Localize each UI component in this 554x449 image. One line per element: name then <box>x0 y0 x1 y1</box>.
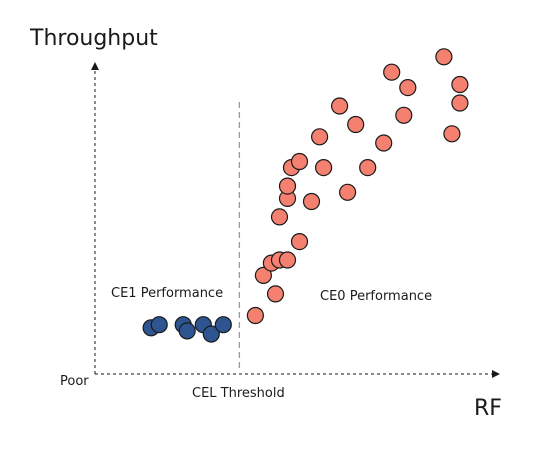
series-1-point-1 <box>254 266 272 284</box>
ce0-performance-annotation: CE0 Performance <box>320 289 433 304</box>
series-1-point-10 <box>290 233 309 251</box>
series-1-point-0 <box>246 306 264 325</box>
series-1-point-21 <box>395 106 413 124</box>
series-1-point-15 <box>331 97 349 115</box>
series-1-point-12 <box>302 192 321 211</box>
series-1-point-19 <box>375 134 393 152</box>
series-1-point-25 <box>451 94 469 112</box>
x-axis-label: RF <box>474 396 502 421</box>
origin-label: Poor <box>60 374 89 389</box>
series-0-point-1 <box>150 316 168 334</box>
threshold-label: CEL Threshold <box>192 386 285 401</box>
series-0-point-3 <box>178 322 196 340</box>
series-1-point-5 <box>270 208 289 226</box>
series-1-point-6 <box>278 251 297 269</box>
series-1-point-16 <box>339 183 357 201</box>
series-1-point-3 <box>266 285 285 303</box>
y-axis-label: Throughput <box>30 26 158 51</box>
ce1-performance-annotation: CE1 Performance <box>111 286 224 301</box>
series-1-point-18 <box>359 159 377 177</box>
series-1-point-8 <box>278 177 297 195</box>
series-1-point-17 <box>347 115 365 134</box>
series-1-point-14 <box>315 159 333 177</box>
series-1-point-13 <box>311 128 329 146</box>
series-1-point-23 <box>435 48 453 66</box>
series-1-point-20 <box>383 63 401 81</box>
series-1-point-26 <box>451 75 469 94</box>
series-0-point-5 <box>202 325 220 343</box>
series-1-point-11 <box>290 152 309 171</box>
series-1-point-22 <box>399 78 417 97</box>
data-points <box>142 48 469 343</box>
series-0-point-6 <box>214 316 232 334</box>
series-1-point-24 <box>443 125 461 143</box>
